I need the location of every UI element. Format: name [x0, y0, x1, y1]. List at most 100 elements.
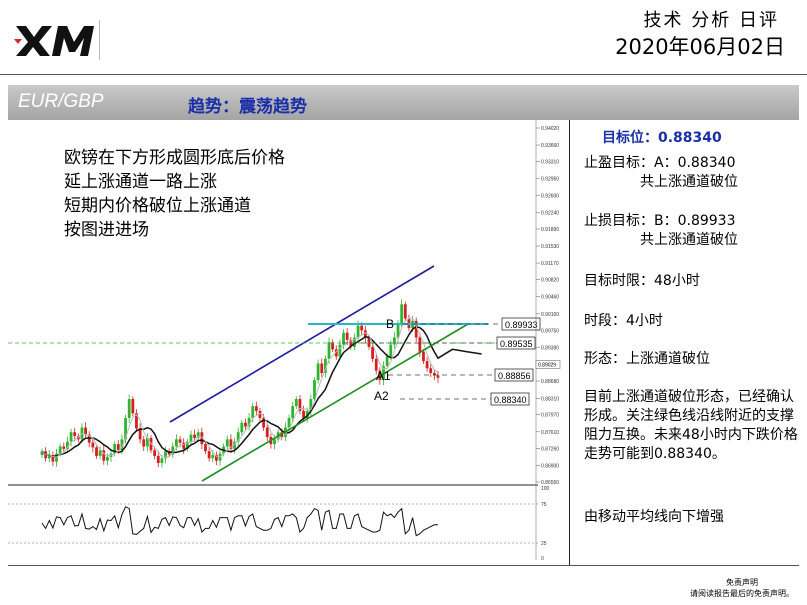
- price-tick-label: 0.90820: [541, 278, 559, 284]
- candle-body: [345, 332, 349, 340]
- candle-body: [182, 442, 186, 449]
- candle-body: [127, 399, 131, 419]
- candle-body: [316, 363, 320, 381]
- candle-body: [389, 344, 393, 357]
- stop-loss-note: 共上涨通道破位: [640, 232, 738, 248]
- point-a2-label: A2: [374, 389, 389, 403]
- channel-upper-line: [169, 265, 435, 423]
- pattern: 形态：上涨通道破位: [584, 351, 710, 367]
- candle-body: [73, 432, 77, 437]
- candle-body: [353, 337, 356, 347]
- price-tick-label: 0.93310: [541, 160, 559, 166]
- candle-body: [414, 320, 418, 338]
- level-label: 0.88340: [494, 395, 527, 405]
- candle-body: [432, 373, 436, 376]
- candle-body: [193, 434, 196, 438]
- candle-body: [327, 342, 331, 359]
- ma-note: 由移动平均线向下增强: [584, 509, 724, 525]
- candle-body: [273, 439, 276, 445]
- level-label-box: [490, 392, 530, 406]
- candle-body: [164, 451, 167, 459]
- currency-pair: EUR/GBP: [18, 91, 104, 112]
- note-line: 延上涨通道一路上涨: [64, 172, 217, 192]
- candle-body: [396, 323, 400, 338]
- price-tick-label: 0.88680: [541, 379, 559, 385]
- candle-body: [320, 363, 324, 374]
- candle-body: [429, 368, 433, 374]
- candle-body: [236, 432, 240, 442]
- candle-body: [247, 418, 251, 427]
- logo-divider: [99, 20, 100, 60]
- chart-panel-divider: [569, 120, 570, 565]
- xm-logo: [14, 22, 100, 58]
- candle-body: [422, 351, 425, 362]
- candle-body: [418, 337, 422, 352]
- candle-body: [262, 418, 266, 428]
- price-tick-label: 0.93660: [541, 143, 559, 149]
- level-label: 0.88856: [498, 371, 531, 381]
- candle-body: [309, 399, 313, 411]
- time-limit: 目标时限：48小时: [584, 273, 700, 289]
- candle-body: [69, 432, 73, 442]
- price-tick-label: 0.92600: [541, 193, 559, 199]
- candle-body: [294, 399, 298, 407]
- price-tick-label: 0.87610: [541, 430, 559, 436]
- candle-body: [356, 325, 360, 338]
- rsi-tick-label: 100: [541, 486, 550, 492]
- price-tick-label: 0.91530: [541, 244, 559, 250]
- candle-body: [178, 439, 182, 443]
- candle-body: [334, 349, 338, 357]
- candle-body: [91, 442, 95, 448]
- target-level: 目标位：0.88340: [602, 130, 722, 146]
- note-line: 短期内价格破位上涨通道: [64, 196, 251, 216]
- level-label: 0.89933: [505, 320, 538, 330]
- price-tick-label: 0.91170: [541, 261, 559, 267]
- time-period: 时段：4小时: [584, 313, 663, 329]
- candle-body: [258, 410, 262, 419]
- candle-body: [171, 446, 175, 455]
- candle-body: [302, 410, 305, 419]
- price-tick-label: 0.89750: [541, 328, 559, 334]
- level-label: 0.89535: [500, 339, 533, 349]
- candle-body: [185, 441, 189, 449]
- current-price-marker: [535, 360, 561, 369]
- candle-body: [175, 439, 178, 447]
- price-tick-label: 0.92950: [541, 177, 559, 183]
- moving-average-grey: [41, 317, 439, 458]
- pair-bar: [8, 85, 799, 120]
- candle-body: [196, 432, 200, 438]
- candle-body: [313, 380, 316, 400]
- point-a1-label: A1: [376, 369, 391, 383]
- take-profit: 止盈目标：A：0.88340 共上涨通道破位: [584, 154, 738, 192]
- rsi-tick-label: 75: [541, 502, 547, 508]
- candle-body: [131, 399, 135, 414]
- candle-body: [200, 432, 204, 445]
- candle-body: [254, 406, 258, 411]
- candle-body: [400, 304, 404, 324]
- candle-body: [51, 454, 55, 462]
- candle-body: [240, 422, 244, 433]
- chart-note: 欧镑在下方形成圆形底后价格 延上涨通道一路上涨 短期内价格破位上涨通道 按图进进…: [64, 146, 285, 242]
- disclaimer-text: 请阅读报告最后的免责声明。: [690, 589, 794, 598]
- candle-body: [62, 446, 66, 449]
- candle-body: [40, 451, 44, 455]
- price-tick-label: 0.86900: [541, 463, 559, 469]
- candle-body: [225, 439, 229, 447]
- stop-loss: 止损目标：B：0.89933 共上涨通道破位: [584, 212, 738, 250]
- candle-body: [135, 413, 138, 429]
- candle-body: [156, 455, 160, 464]
- level-label-box: [494, 368, 534, 382]
- rsi-tick-label: 0: [541, 556, 544, 560]
- price-tick-label: 0.87260: [541, 446, 559, 452]
- price-tick-label: 0.89390: [541, 345, 559, 351]
- price-tick-label: 0.91890: [541, 227, 559, 233]
- candle-body: [153, 450, 157, 456]
- price-tick-label: 0.90100: [541, 312, 559, 318]
- take-profit-line: 止盈目标：A：0.88340: [584, 155, 736, 171]
- candle-body: [323, 358, 327, 374]
- candle-body: [244, 422, 247, 427]
- note-line: 按图进进场: [64, 220, 149, 240]
- analysis-description: 目前上涨通道破位形态，已经确认形成。关注绿色线沿线附近的支撑阻力互换。未来48小…: [584, 389, 798, 462]
- candle-body: [360, 325, 364, 331]
- note-line: 欧镑在下方形成圆形底后价格: [64, 148, 285, 168]
